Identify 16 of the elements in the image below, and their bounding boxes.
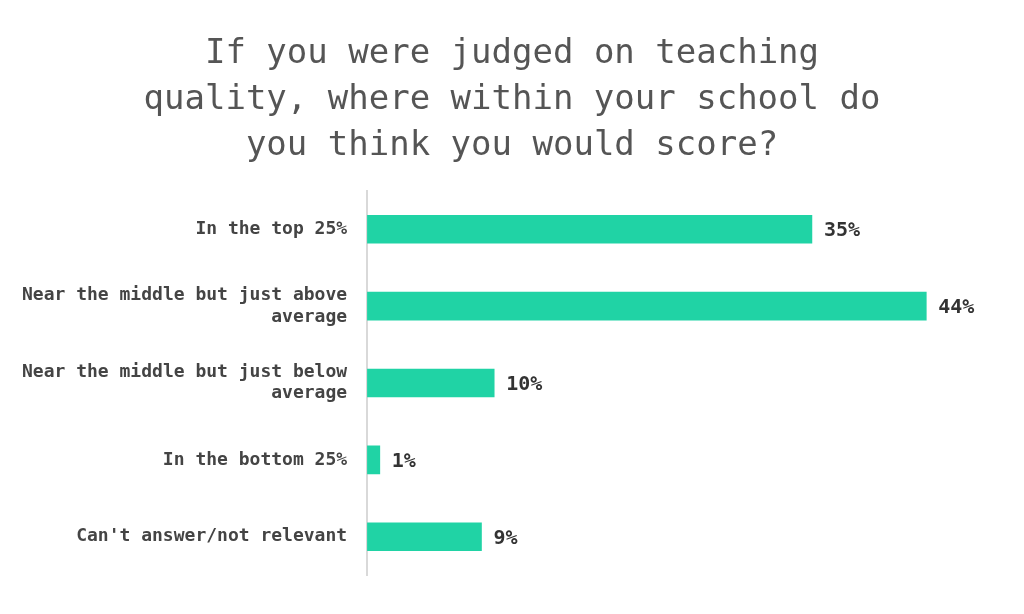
bar <box>367 522 482 552</box>
y-tick-label: Near the middle but just below average <box>22 359 348 403</box>
bar <box>367 368 495 398</box>
data-label: 1% <box>391 448 416 473</box>
bar <box>367 291 927 321</box>
bar <box>367 445 381 475</box>
chart-title: If you were judged on teaching quality, where within your school do you think you would score? <box>142 30 882 165</box>
data-label: 10% <box>506 371 543 396</box>
data-label: 9% <box>493 524 518 549</box>
data-label: 35% <box>823 217 861 242</box>
y-tick-label: In the top 25% <box>195 216 348 238</box>
bar <box>367 214 813 244</box>
y-tick-label: Near the middle but just above average <box>22 282 348 326</box>
data-label: 44% <box>938 294 975 319</box>
y-tick-label: Can't answer/not relevant <box>76 524 348 546</box>
y-tick-label: In the bottom 25% <box>162 447 348 469</box>
